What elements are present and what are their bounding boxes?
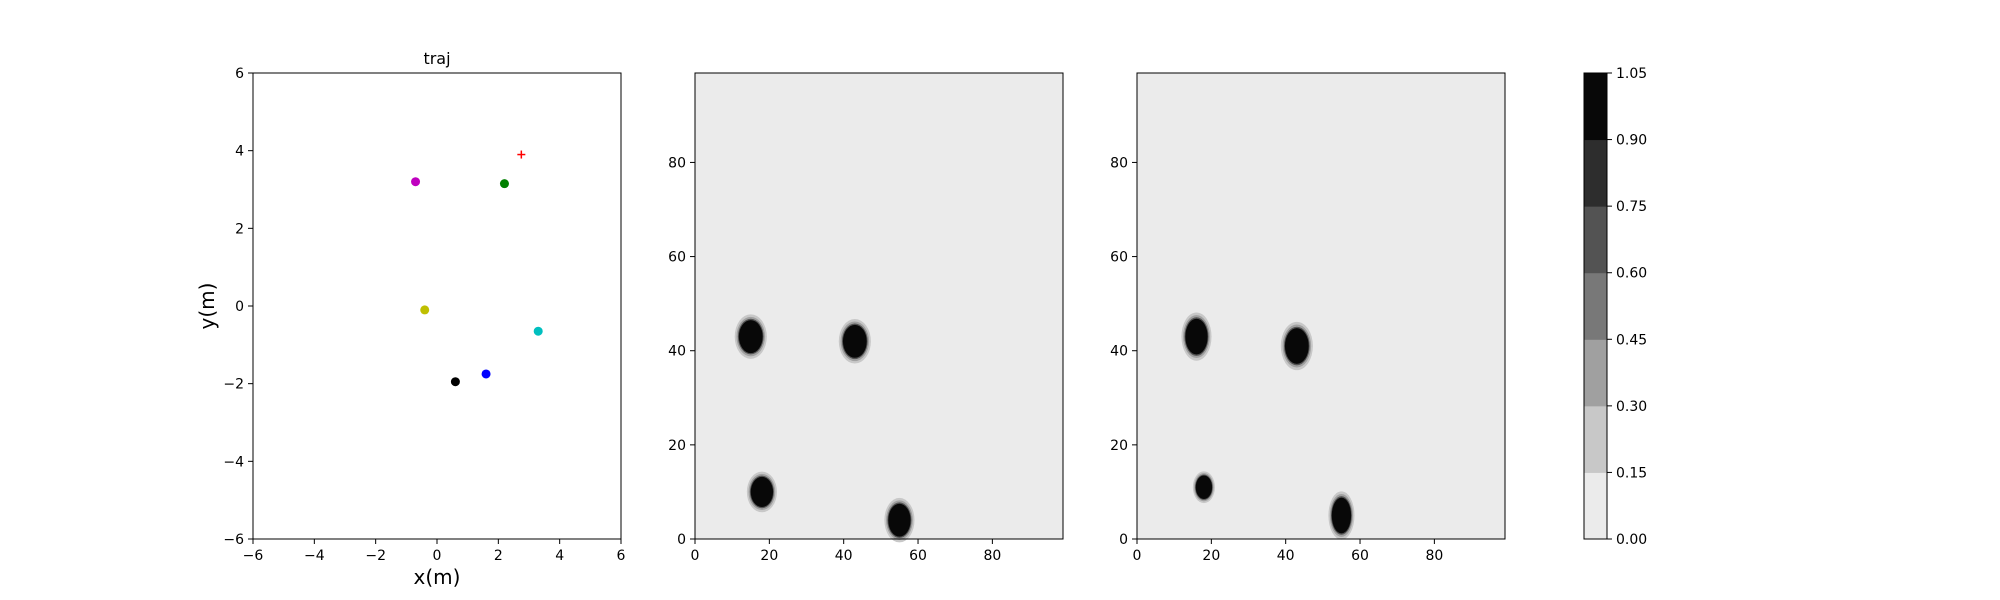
trajectory-plot: traj −6 −4 −2 0 2 4 6 −6 −4 −2 0 2 4 6 x(m) y(m) <box>195 49 626 589</box>
obstacle-blob <box>842 324 867 358</box>
occupancy-map-left: 0 20 40 60 80 0 20 40 60 80 <box>668 72 1064 564</box>
agent-point <box>533 326 543 336</box>
agent-point <box>499 179 509 189</box>
trajectory-y-tick-label: 0 <box>235 299 244 315</box>
obstacle-blob <box>750 476 774 507</box>
obstacle-blob <box>1331 497 1352 534</box>
trajectory-y-tick-label: −6 <box>223 532 244 548</box>
colorbar-tick-label: 1.05 <box>1616 66 1647 82</box>
colorbar-tick-label: 0.45 <box>1616 332 1647 348</box>
map-left-x-tick-label: 60 <box>909 548 927 564</box>
colorbar-band <box>1584 73 1607 141</box>
trajectory-x-tick-label: 4 <box>555 548 564 564</box>
obstacle-blob <box>1284 328 1309 364</box>
trajectory-y-tick-label: −2 <box>223 377 244 393</box>
map-left-x-tick-label: 40 <box>835 548 853 564</box>
map-right-x-tick-label: 0 <box>1133 548 1142 564</box>
map-right-x-tick-label: 40 <box>1277 548 1295 564</box>
map-left-y-tick-label: 20 <box>668 438 686 454</box>
colorbar-tick-label: 0.60 <box>1616 266 1647 282</box>
map-right-x-tick-label: 20 <box>1202 548 1220 564</box>
colorbar-tick-label: 0.75 <box>1616 199 1647 215</box>
map-left-y-tick-label: 40 <box>668 344 686 360</box>
colorbar-band <box>1584 139 1607 207</box>
map-right-y-tick-label: 80 <box>1110 155 1128 171</box>
agent-point <box>481 369 491 379</box>
trajectory-x-tick-label: −4 <box>304 548 325 564</box>
map-right-y-tick-label: 20 <box>1110 438 1128 454</box>
trajectory-y-tick-label: −4 <box>223 454 244 470</box>
occupancy-map-left-frame <box>694 72 1064 540</box>
occupancy-map-right: 0 20 40 60 80 0 20 40 60 80 <box>1110 72 1506 564</box>
trajectory-x-tick-label: −2 <box>365 548 386 564</box>
obstacle-blob <box>738 320 763 354</box>
obstacle-blob <box>1195 475 1213 499</box>
map-left-x-tick-label: 80 <box>983 548 1001 564</box>
colorbar-tick-label: 0.00 <box>1616 532 1647 548</box>
colorbar-tick-label: 0.15 <box>1616 465 1647 481</box>
colorbar: 0.00 0.15 0.30 0.45 0.60 0.75 0.90 1.05 <box>1583 66 1647 548</box>
heatmap-background <box>1137 73 1505 539</box>
trajectory-y-tick-label: 4 <box>235 144 244 160</box>
goal-marker <box>517 150 526 159</box>
trajectory-x-tick-label: 0 <box>433 548 442 564</box>
colorbar-band <box>1584 339 1607 407</box>
colorbar-tick-label: 0.90 <box>1616 133 1647 149</box>
colorbar-frame <box>1583 72 1608 540</box>
map-left-y-tick-label: 80 <box>668 155 686 171</box>
colorbar-band <box>1584 206 1607 274</box>
y-axis-label: y(m) <box>195 283 219 330</box>
obstacle-blob <box>888 503 911 537</box>
map-right-y-tick-label: 40 <box>1110 344 1128 360</box>
map-left-y-tick-label: 0 <box>677 532 686 548</box>
agent-point <box>450 377 460 387</box>
map-right-x-tick-label: 60 <box>1351 548 1369 564</box>
map-right-y-tick-label: 0 <box>1119 532 1128 548</box>
agent-point <box>420 305 430 315</box>
trajectory-x-tick-label: 2 <box>494 548 503 564</box>
map-left-y-tick-label: 60 <box>668 250 686 266</box>
map-right-x-tick-label: 80 <box>1425 548 1443 564</box>
x-axis-label: x(m) <box>414 565 461 589</box>
occupancy-map-right-frame <box>1136 72 1506 540</box>
trajectory-frame <box>252 72 622 540</box>
trajectory-title: traj <box>423 49 450 68</box>
map-right-y-tick-label: 60 <box>1110 250 1128 266</box>
obstacle-blob <box>1185 318 1208 355</box>
trajectory-y-tick-label: 2 <box>235 221 244 237</box>
colorbar-band <box>1584 272 1607 340</box>
colorbar-tick-label: 0.30 <box>1616 399 1647 415</box>
trajectory-x-tick-label: 6 <box>617 548 626 564</box>
map-left-x-tick-label: 0 <box>691 548 700 564</box>
trajectory-x-tick-label: −6 <box>243 548 264 564</box>
colorbar-band <box>1584 405 1607 473</box>
heatmap-background <box>695 73 1063 539</box>
agent-point <box>411 177 421 187</box>
colorbar-band <box>1584 472 1607 540</box>
map-left-x-tick-label: 20 <box>760 548 778 564</box>
trajectory-y-tick-label: 6 <box>235 66 244 82</box>
